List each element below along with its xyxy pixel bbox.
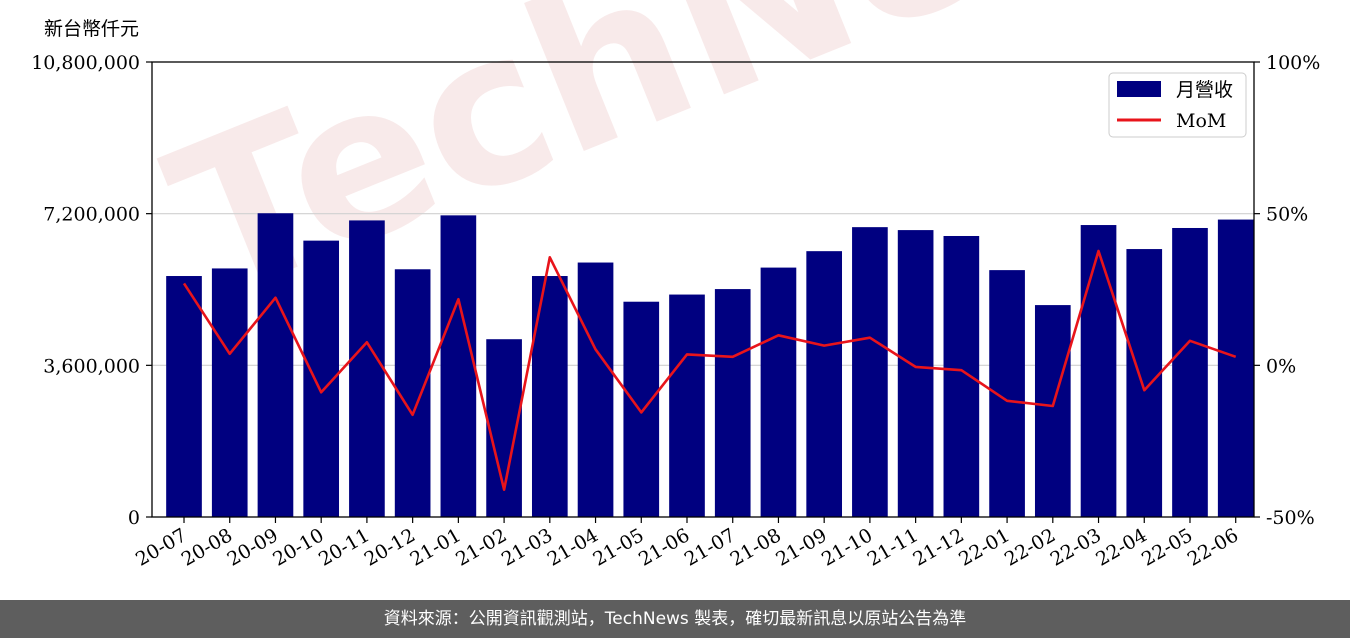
- x-tick-label: 20-07: [132, 524, 190, 570]
- x-tick-label: 21-06: [635, 524, 693, 570]
- x-tick-label: 22-04: [1092, 524, 1150, 570]
- x-tick-label: 20-11: [315, 524, 373, 570]
- x-tick-label: 22-06: [1184, 524, 1242, 570]
- x-tick-label: 21-01: [406, 524, 464, 570]
- legend: 月營收 MoM: [1108, 72, 1247, 138]
- bar-series: [166, 213, 1254, 518]
- bar-21-06: [669, 294, 705, 517]
- bar-22-03: [1080, 225, 1117, 517]
- bar-21-04: [577, 262, 614, 517]
- axes: [151, 61, 1255, 518]
- x-tick-label: 21-10: [818, 524, 876, 570]
- legend-swatch-bar: [1117, 81, 1161, 97]
- x-tick-label: 22-05: [1138, 524, 1196, 570]
- bar-21-08: [760, 267, 797, 517]
- x-tick-label: 21-07: [681, 524, 739, 570]
- line-series: [182, 249, 1237, 492]
- y-left-tick-label: 7,200,000: [43, 204, 140, 226]
- bar-22-02: [1034, 305, 1071, 517]
- right-y-axis-ticks: -50% 0% 50% 100%: [1254, 52, 1320, 529]
- bar-21-01: [440, 215, 477, 517]
- x-tick-label: 20-08: [178, 524, 236, 570]
- y-right-tick-label: -50%: [1266, 507, 1315, 529]
- y-right-tick-label: 100%: [1266, 52, 1320, 74]
- x-tick-label: 21-03: [498, 524, 556, 570]
- x-tick-label: 22-03: [1047, 524, 1105, 570]
- y-left-tick-label: 10,800,000: [31, 52, 140, 74]
- bar-20-07: [166, 276, 202, 517]
- y-right-tick-label: 0%: [1266, 355, 1296, 377]
- legend-label-mom: MoM: [1176, 110, 1226, 132]
- x-tick-label: 21-04: [544, 524, 602, 570]
- bar-21-12: [943, 235, 980, 518]
- x-tick-label: 20-10: [269, 524, 327, 570]
- mom-line: [182, 249, 1237, 492]
- bar-21-07: [714, 289, 751, 517]
- y-axis-unit-label: 新台幣仟元: [44, 18, 140, 40]
- y-left-tick-label: 0: [128, 507, 140, 529]
- x-axis-ticks: 20-0720-0820-0920-1020-1120-1221-0121-02…: [132, 517, 1242, 571]
- x-tick-label: 21-11: [864, 524, 922, 570]
- bar-20-08: [211, 268, 248, 517]
- bar-20-09: [257, 213, 294, 518]
- legend-label-revenue: 月營收: [1176, 79, 1233, 101]
- bar-21-10: [852, 227, 888, 518]
- bar-20-11: [349, 220, 385, 517]
- x-tick-label: 21-05: [589, 524, 647, 570]
- bar-21-11: [897, 230, 934, 517]
- x-tick-label: 21-02: [452, 524, 510, 570]
- x-tick-label: 21-09: [772, 524, 830, 570]
- x-tick-label: 22-01: [955, 524, 1013, 570]
- bar-22-05: [1172, 227, 1208, 518]
- x-tick-label: 20-09: [224, 524, 282, 570]
- bar-line-chart: 20-0720-0820-0920-1020-1120-1221-0121-02…: [31, 52, 1320, 571]
- x-tick-label: 20-12: [361, 524, 419, 570]
- left-y-axis-ticks: 0 3,600,000 7,200,000 10,800,000: [31, 52, 152, 529]
- y-left-tick-label: 3,600,000: [43, 355, 140, 377]
- bar-22-06: [1217, 219, 1254, 517]
- plot-frame: [151, 61, 1255, 518]
- footer-source-note: 資料來源：公開資訊觀測站，TechNews 製表，確切最新訊息以原站公告為準: [0, 600, 1350, 638]
- bar-21-09: [806, 251, 843, 517]
- bar-21-05: [623, 301, 660, 517]
- bar-22-04: [1126, 249, 1163, 518]
- x-tick-label: 21-12: [909, 524, 967, 570]
- bar-21-03: [531, 276, 568, 517]
- x-tick-label: 22-02: [1001, 524, 1059, 570]
- x-tick-label: 21-08: [727, 524, 785, 570]
- y-right-tick-label: 50%: [1266, 204, 1308, 226]
- bar-20-12: [394, 269, 431, 517]
